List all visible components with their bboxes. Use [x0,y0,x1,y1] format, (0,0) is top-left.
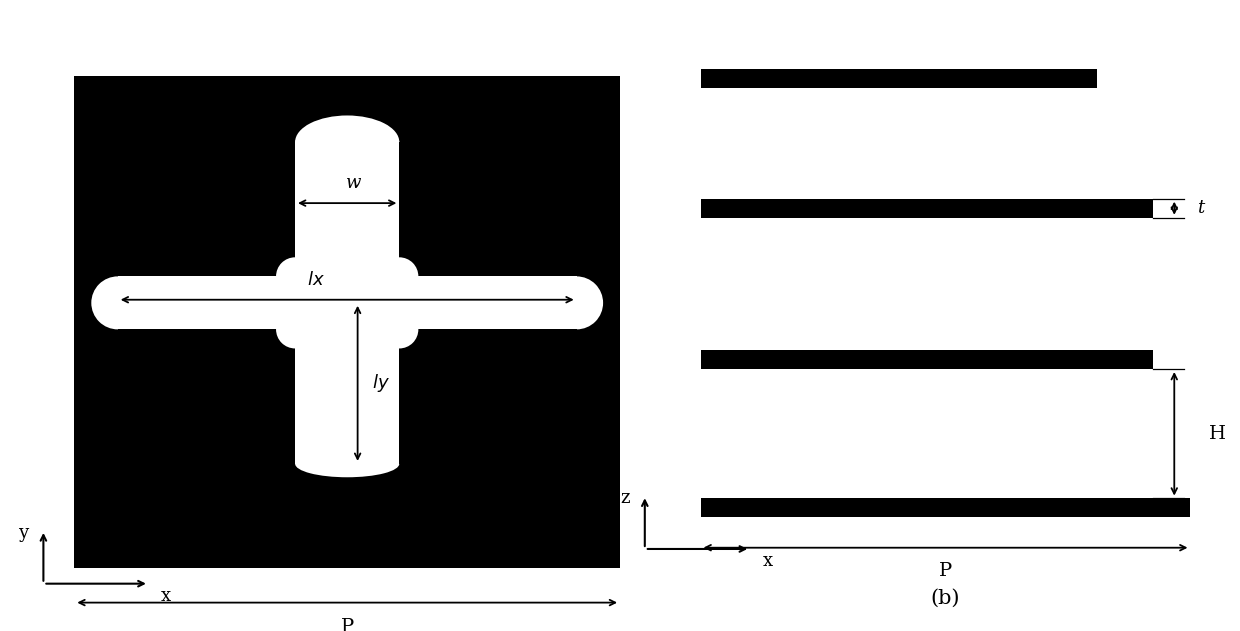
Bar [118,276,577,329]
Bar [74,76,620,568]
Bar [295,142,399,464]
Ellipse shape [295,129,399,155]
Text: $lx$: $lx$ [308,271,325,289]
Text: (b): (b) [931,589,960,608]
Wedge shape [295,115,399,142]
Text: $ly$: $ly$ [372,372,391,394]
Ellipse shape [551,276,603,329]
Bar [118,142,295,276]
Ellipse shape [381,257,418,295]
Text: y: y [19,524,29,542]
Ellipse shape [277,310,314,348]
Text: z: z [620,489,630,507]
Text: x: x [763,552,773,570]
Bar [1153,199,1163,218]
Bar [399,329,577,464]
Ellipse shape [295,451,399,477]
Bar [701,69,1097,88]
Text: P: P [939,562,952,580]
Bar [701,498,1190,517]
Text: w: w [346,174,361,192]
Bar [701,199,1153,218]
Text: H: H [1209,425,1226,443]
Ellipse shape [381,310,418,348]
Text: P: P [341,618,353,631]
Bar [399,142,577,276]
Text: x: x [161,587,171,605]
Ellipse shape [277,257,314,295]
Bar [118,329,295,464]
Bar [701,350,1153,369]
Text: t: t [1197,199,1204,217]
Ellipse shape [92,276,144,329]
